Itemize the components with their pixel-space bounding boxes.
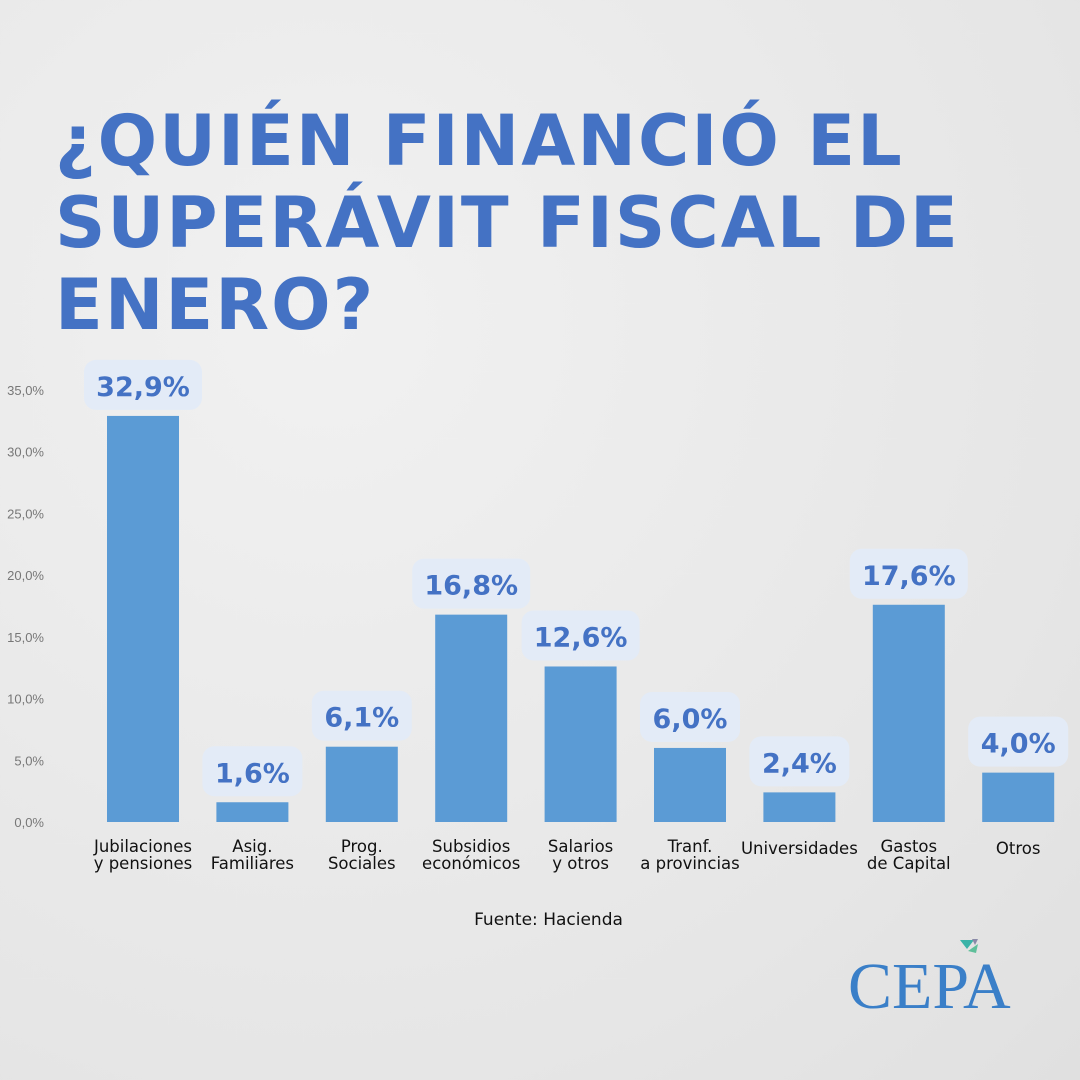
chart-title: ¿QUIÉN FINANCIÓ EL SUPERÁVIT FISCAL DE E… (55, 100, 960, 346)
data-label: 16,8% (424, 571, 518, 602)
logo-text: CEPA (848, 950, 1011, 1015)
x-category-label: de Capital (867, 854, 951, 873)
cepa-logo: CEPA (848, 939, 1011, 1015)
logo-triangle-icon (968, 944, 978, 953)
data-label-bg (412, 558, 531, 609)
bar (654, 747, 726, 822)
x-category-label: Sociales (328, 854, 396, 873)
x-category-label: Universidades (741, 839, 858, 858)
bar (982, 772, 1055, 822)
data-label: 17,6% (862, 561, 956, 592)
data-label-bg (640, 691, 740, 742)
data-label-bg (84, 359, 202, 410)
x-category-label: Gastos (880, 837, 937, 856)
x-category-label: Salarios (548, 837, 613, 856)
x-category-label: Tranf. (667, 837, 713, 856)
data-label: 6,1% (324, 703, 399, 734)
y-tick-label: 15,0% (7, 630, 44, 645)
y-tick-label: 25,0% (7, 506, 44, 521)
logo-triangle-icon (972, 939, 978, 945)
data-label-bg (968, 716, 1069, 767)
data-label: 2,4% (762, 748, 837, 779)
x-category-label: y otros (552, 854, 609, 873)
x-category-label: Prog. (341, 837, 383, 856)
bar (435, 614, 508, 822)
data-label-bg (311, 690, 412, 741)
bar (107, 415, 179, 822)
x-category-label: económicos (422, 854, 520, 873)
data-label-bg (202, 746, 303, 797)
bar (763, 792, 836, 822)
bar (544, 666, 617, 822)
bar (216, 802, 289, 822)
data-label: 32,9% (96, 372, 190, 403)
y-tick-label: 30,0% (7, 445, 44, 460)
y-tick-label: 10,0% (7, 692, 44, 707)
data-label-bg (749, 736, 850, 787)
data-label: 1,6% (215, 758, 290, 789)
x-category-label: Asig. (232, 837, 272, 856)
bar (325, 746, 398, 822)
data-label: 4,0% (981, 729, 1056, 760)
bar (872, 604, 945, 822)
data-label-bg (849, 548, 968, 599)
data-label-bg (521, 610, 640, 661)
bar-chart: 0,0% 5,0% 10,0% 15,0% 20,0% 25,0% 30,0% 35,0% 32… (7, 359, 1069, 873)
y-tick-label: 0,0% (14, 815, 44, 830)
x-category-label: a provincias (640, 854, 740, 873)
x-category-label: Familiares (211, 854, 294, 873)
y-tick-label: 35,0% (7, 383, 44, 398)
logo-triangle-icon (960, 940, 974, 949)
y-tick-label: 20,0% (7, 568, 44, 583)
x-category-label: Subsidios (432, 837, 510, 856)
y-tick-label: 5,0% (14, 753, 44, 768)
x-category-label: Otros (996, 839, 1041, 858)
data-label: 6,0% (653, 704, 728, 735)
x-category-label: Jubilaciones (93, 837, 192, 856)
data-label: 12,6% (534, 622, 628, 653)
x-category-label: y pensiones (94, 854, 193, 873)
source-note: Fuente: Hacienda (474, 910, 623, 930)
